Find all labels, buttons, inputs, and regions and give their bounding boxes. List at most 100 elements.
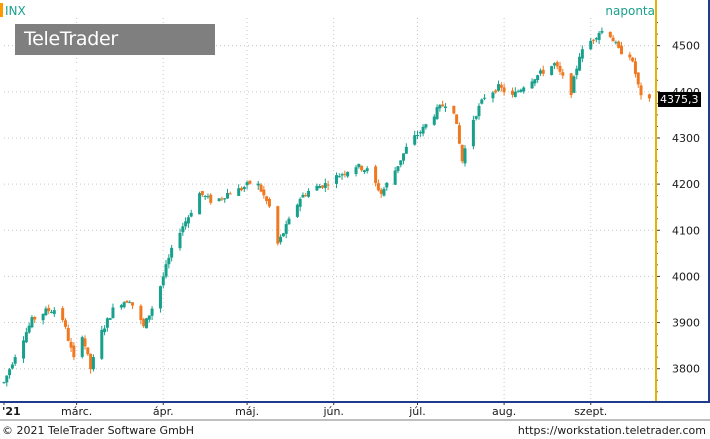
candle-body: [22, 340, 26, 359]
candle-body: [13, 357, 17, 364]
candle-body: [217, 198, 221, 201]
watermark-bold: WorkStation: [24, 59, 154, 81]
candle-body: [631, 57, 635, 62]
candle-body: [47, 308, 51, 312]
candle-body: [374, 166, 378, 184]
y-tick-label: 4500: [672, 40, 700, 53]
y-tick-label: 4200: [672, 178, 700, 191]
candle-body: [497, 84, 501, 91]
candle-body: [158, 286, 162, 309]
candle-body: [131, 302, 135, 306]
candle-body: [287, 218, 291, 225]
candle-body: [200, 191, 204, 196]
candle-body: [424, 124, 428, 128]
candle-body: [41, 313, 45, 321]
candle-body: [167, 257, 171, 265]
candle-body: [63, 320, 67, 327]
candle-body: [385, 182, 389, 188]
x-tick-label: '21: [2, 405, 21, 418]
candle-body: [267, 198, 271, 207]
symbol-marker: [0, 3, 3, 17]
candle-body: [513, 91, 517, 97]
candle-body: [206, 196, 210, 198]
candle-body: [304, 195, 308, 197]
candle-body: [421, 126, 425, 134]
candle-body: [223, 198, 227, 200]
candle-body: [357, 163, 361, 168]
candle-body: [536, 75, 540, 81]
candlestick-series: [2, 27, 651, 387]
candle-body: [494, 90, 498, 93]
candle-body: [242, 186, 246, 190]
candle-body: [298, 198, 302, 207]
candle-body: [346, 171, 350, 177]
candle-body: [281, 233, 285, 237]
candle-body: [404, 146, 408, 154]
candle-body: [203, 196, 207, 198]
candle-body: [256, 183, 260, 186]
candle-body: [181, 226, 185, 233]
candle-body: [558, 66, 562, 72]
candle-body: [142, 319, 146, 327]
candle-body: [337, 176, 341, 178]
candle-body: [502, 87, 506, 93]
candle-body: [639, 85, 643, 96]
candle-body: [455, 114, 459, 124]
candle-body: [27, 325, 31, 333]
candle-body: [418, 132, 422, 134]
candle-body: [220, 198, 224, 200]
candle-body: [533, 79, 537, 84]
candle-body: [379, 189, 383, 194]
y-tick-label: 3900: [672, 317, 700, 330]
candle-body: [597, 33, 601, 40]
candle-body: [575, 68, 579, 76]
y-tick-label: 3800: [672, 363, 700, 376]
candle-body: [209, 194, 213, 203]
period-label[interactable]: naponta: [605, 4, 655, 18]
candle-body: [360, 165, 364, 171]
candle-body: [10, 364, 14, 369]
candle-body: [619, 45, 623, 55]
candle-body: [8, 369, 12, 376]
candle-body: [89, 353, 93, 370]
candle-body: [354, 167, 358, 174]
candle-body: [248, 180, 252, 184]
candle-body: [376, 183, 380, 191]
candle-body: [262, 189, 266, 196]
y-tick-label: 4100: [672, 224, 700, 237]
candle-body: [628, 54, 632, 58]
candle-body: [80, 337, 84, 357]
candle-body: [108, 318, 112, 320]
candle-body: [561, 72, 565, 76]
candle-body: [457, 125, 461, 144]
candle-body: [105, 318, 109, 328]
site-url[interactable]: https://workstation.teletrader.com: [517, 424, 706, 437]
candle-body: [326, 184, 330, 186]
candle-body: [318, 186, 322, 189]
candle-body: [340, 174, 344, 176]
candle-body: [323, 183, 327, 188]
candle-body: [647, 94, 651, 99]
candle-body: [144, 318, 148, 329]
candle-body: [5, 375, 9, 383]
candle-body: [315, 185, 319, 191]
candle-body: [555, 62, 559, 67]
candle-body: [164, 264, 168, 277]
candle-body: [170, 247, 174, 258]
watermark-light: TeleTrader: [24, 28, 118, 50]
candle-body: [594, 38, 598, 40]
candle-body: [382, 188, 386, 196]
candle-body: [52, 310, 56, 314]
candle-body: [334, 175, 338, 184]
candle-body: [321, 185, 325, 188]
y-tick-label: 4000: [672, 270, 700, 283]
y-axis-labels: 38003900400041004200430044004500: [672, 40, 700, 376]
candle-body: [416, 135, 420, 137]
candle-body: [617, 41, 621, 48]
candle-body: [228, 193, 232, 195]
candle-body: [24, 332, 28, 343]
candle-body: [538, 70, 542, 74]
candle-body: [399, 160, 403, 166]
candle-body: [33, 316, 37, 320]
